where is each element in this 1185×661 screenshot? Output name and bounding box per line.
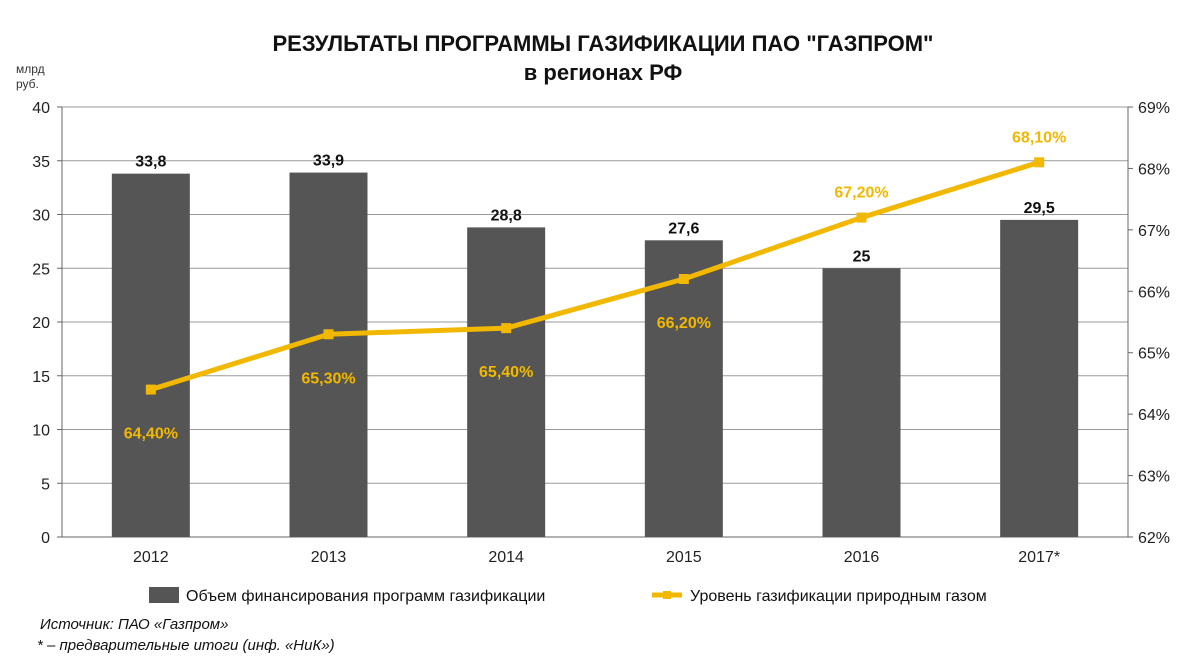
line-series xyxy=(145,157,1045,395)
line-point xyxy=(1034,157,1045,168)
bar xyxy=(1000,219,1079,537)
legend: Объем финансирования программ газификаци… xyxy=(149,587,987,605)
right-axis-ticks: 62% 63% 64% 65% 66% 67% 68% 69% xyxy=(1128,100,1170,547)
bar xyxy=(289,172,368,537)
bar-series xyxy=(111,172,1079,538)
x-tick-label: 2016 xyxy=(844,549,880,566)
y-unit-line2: руб. xyxy=(16,77,39,91)
bar xyxy=(644,240,723,538)
right-tick-label: 65% xyxy=(1138,346,1170,363)
footnote: * – предварительные итоги (инф. «НиК») xyxy=(37,637,335,654)
bar xyxy=(111,173,190,537)
left-tick-label: 20 xyxy=(32,315,50,332)
x-tick-label: 2014 xyxy=(488,549,524,566)
left-tick-label: 25 xyxy=(32,261,50,278)
bar xyxy=(467,227,546,537)
y-unit-line1: млрд xyxy=(16,62,45,76)
x-tick-label: 2013 xyxy=(311,549,347,566)
line-point xyxy=(323,329,334,340)
left-tick-label: 0 xyxy=(41,530,50,547)
left-tick-label: 30 xyxy=(32,208,50,225)
bar-value-label: 29,5 xyxy=(1024,200,1055,217)
x-tick-label: 2015 xyxy=(666,549,702,566)
bar-value-label: 33,9 xyxy=(313,153,344,170)
line-value-label: 65,30% xyxy=(301,370,355,387)
line-value-label: 66,20% xyxy=(657,315,711,332)
bar-value-label: 25 xyxy=(853,248,871,265)
right-tick-label: 63% xyxy=(1138,469,1170,486)
left-tick-label: 35 xyxy=(32,154,50,171)
left-tick-label: 15 xyxy=(32,369,50,386)
legend-label-bar: Объем финансирования программ газификаци… xyxy=(186,588,545,605)
line-point xyxy=(501,323,512,334)
bar xyxy=(822,268,901,537)
line-point xyxy=(678,274,689,284)
line-value-label: 65,40% xyxy=(479,364,533,381)
right-tick-label: 67% xyxy=(1138,223,1170,240)
bar-value-label: 27,6 xyxy=(668,220,699,237)
legend-swatch-bar xyxy=(149,587,179,603)
line-path xyxy=(150,159,1040,392)
line-value-label: 67,20% xyxy=(834,185,888,202)
left-tick-label: 40 xyxy=(32,100,50,117)
chart-subtitle: в регионах РФ xyxy=(524,60,683,85)
left-tick-label: 5 xyxy=(41,476,50,493)
x-tick-label: 2017* xyxy=(1018,549,1060,566)
left-axis-ticks: 0 5 10 15 20 25 30 35 40 xyxy=(32,100,62,547)
left-tick-label: 10 xyxy=(32,423,50,440)
legend-label-line: Уровень газификации природным газом xyxy=(690,588,987,605)
right-tick-label: 69% xyxy=(1138,100,1170,117)
right-tick-label: 68% xyxy=(1138,161,1170,178)
chart-title: РЕЗУЛЬТАТЫ ПРОГРАММЫ ГАЗИФИКАЦИИ ПАО "ГА… xyxy=(273,31,934,56)
source-note: Источник: ПАО «Газпром» xyxy=(40,616,228,633)
line-point xyxy=(145,384,156,395)
line-value-label: 68,10% xyxy=(1012,129,1066,146)
right-tick-label: 66% xyxy=(1138,284,1170,301)
legend-swatch-line-marker xyxy=(663,591,671,599)
gridlines xyxy=(62,106,1128,484)
line-data-labels: 64,40% 65,30% 65,40% 66,20% 67,20% 68,10% xyxy=(124,129,1067,442)
bar-data-labels: 33,8 33,9 28,8 27,6 25 29,5 xyxy=(135,153,1055,266)
x-tick-label: 2012 xyxy=(133,549,169,566)
line-point xyxy=(856,212,867,223)
line-value-label: 64,40% xyxy=(124,426,178,443)
bar-value-label: 33,8 xyxy=(135,154,166,171)
right-tick-label: 64% xyxy=(1138,407,1170,424)
right-tick-label: 62% xyxy=(1138,530,1170,547)
bar-value-label: 28,8 xyxy=(491,207,522,224)
x-axis-ticks: 2012 2013 2014 2015 2016 2017* xyxy=(133,549,1060,566)
